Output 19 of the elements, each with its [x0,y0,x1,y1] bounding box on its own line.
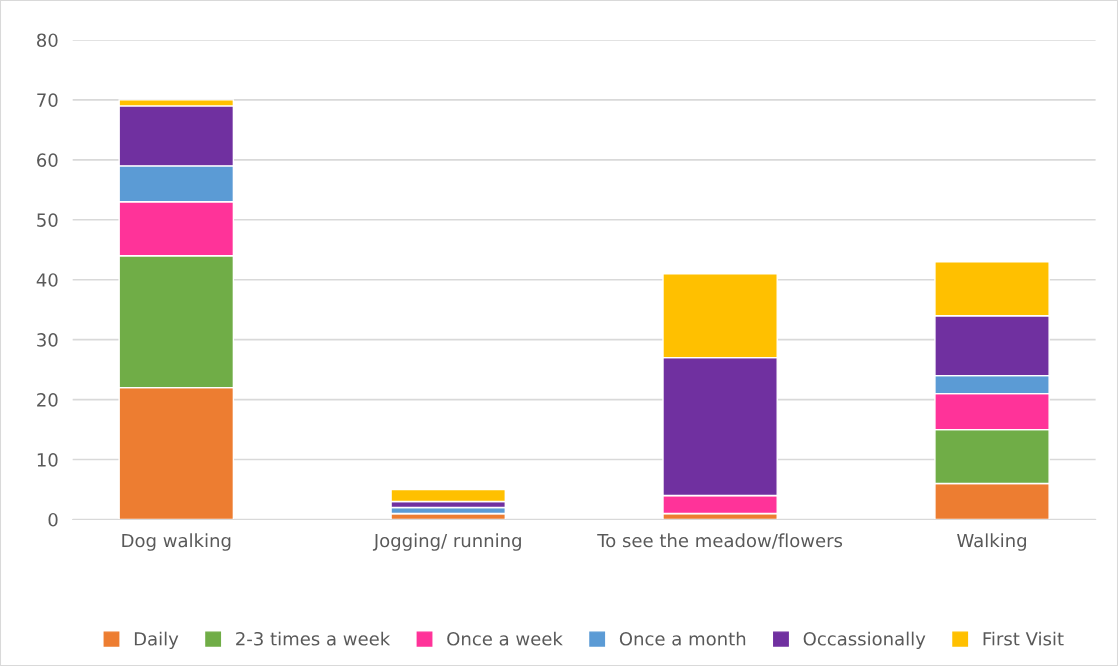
legend-label: Occassionally [803,631,926,650]
x-tick-label: Walking [957,533,1026,551]
y-tick-label: 50 [37,213,58,227]
y-tick-label: 0 [48,512,58,527]
y-tick-label: 30 [37,333,58,347]
x-tick-label: To see the meadow/flowers [597,533,843,549]
y-tick-label: 40 [36,273,58,287]
legend-label: 2-3 times a week [236,631,391,646]
legend-label: First Visit [983,631,1064,646]
y-tick-label: 20 [37,393,58,407]
legend-label: Once a month [619,631,746,646]
x-tick-label: Jogging/ running [372,533,521,551]
x-tick-label: Dog walking [122,533,231,551]
y-tick-label: 60 [37,153,58,167]
legend-label: Daily [134,631,179,650]
y-tick-label: 70 [37,93,58,108]
y-tick-label: 80 [37,33,58,48]
y-tick-label: 10 [37,453,58,467]
legend-label: Once a week [447,631,563,646]
